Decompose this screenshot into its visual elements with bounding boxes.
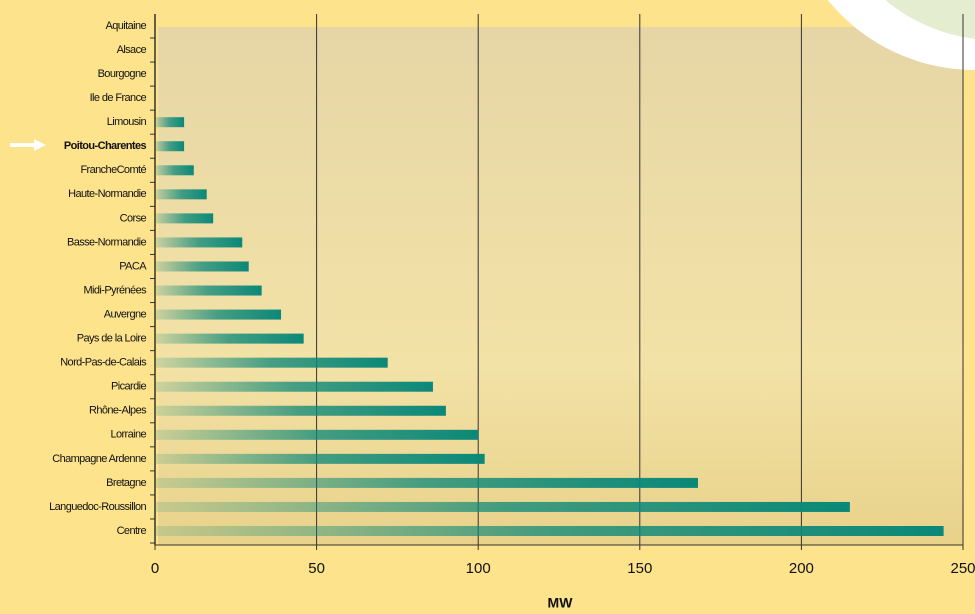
- bar: [155, 501, 850, 512]
- y-tick-label: Champagne Ardenne: [52, 453, 146, 465]
- photo-area: [158, 27, 963, 545]
- x-tick-label: 200: [789, 560, 814, 577]
- y-tick-label: Nord-Pas-de-Calais: [60, 357, 147, 369]
- y-tick-label: Lorraine: [110, 429, 146, 441]
- bar: [155, 141, 185, 152]
- y-tick-label: Aquitaine: [106, 20, 147, 32]
- y-tick-label: Auvergne: [104, 308, 147, 320]
- y-tick-label: Corse: [120, 212, 147, 224]
- bar: [155, 381, 433, 392]
- highlight-arrow-head: [34, 139, 46, 151]
- x-tick-label: 250: [950, 560, 975, 577]
- y-tick-label: Languedoc-Roussillon: [49, 501, 146, 513]
- y-tick-label: Basse-Normandie: [67, 236, 147, 248]
- bar: [155, 357, 388, 368]
- y-tick-label: Pays de la Loire: [77, 333, 147, 345]
- y-tick-label: Limousin: [107, 116, 147, 128]
- bar: [155, 405, 446, 416]
- bar: [155, 526, 944, 536]
- bar: [155, 453, 485, 464]
- x-axis-label: MW: [548, 595, 574, 611]
- y-tick-label: Alsace: [117, 44, 147, 56]
- y-tick-label: Haute-Normandie: [68, 188, 146, 200]
- bar: [155, 309, 282, 320]
- y-tick-label: PACA: [119, 260, 147, 272]
- bar: [155, 189, 207, 200]
- bar: [155, 237, 243, 248]
- x-tick-label: 50: [308, 560, 325, 577]
- bar: [155, 429, 479, 440]
- bar: [155, 285, 262, 296]
- bar: [155, 117, 185, 128]
- x-tick-label: 0: [151, 560, 159, 577]
- decor-circle-inner: [885, 0, 975, 39]
- bar: [155, 213, 214, 224]
- bar: [155, 477, 698, 488]
- y-tick-label: Centre: [117, 525, 147, 537]
- y-tick-label: Bourgogne: [98, 68, 147, 80]
- y-tick-label: FrancheComté: [80, 164, 146, 176]
- y-tick-label: Midi-Pyrénées: [83, 284, 147, 296]
- bar: [155, 261, 249, 272]
- bar: [155, 333, 304, 344]
- y-tick-label: Bretagne: [106, 477, 146, 489]
- x-tick-label: 150: [627, 560, 652, 577]
- y-tick-label: Poitou-Charentes: [64, 140, 147, 152]
- x-tick-label: 100: [466, 560, 491, 577]
- bar: [155, 165, 194, 176]
- y-tick-label: Rhône-Alpes: [89, 405, 147, 417]
- y-tick-label: Picardie: [111, 381, 146, 393]
- y-tick-label: Ile de France: [90, 92, 147, 104]
